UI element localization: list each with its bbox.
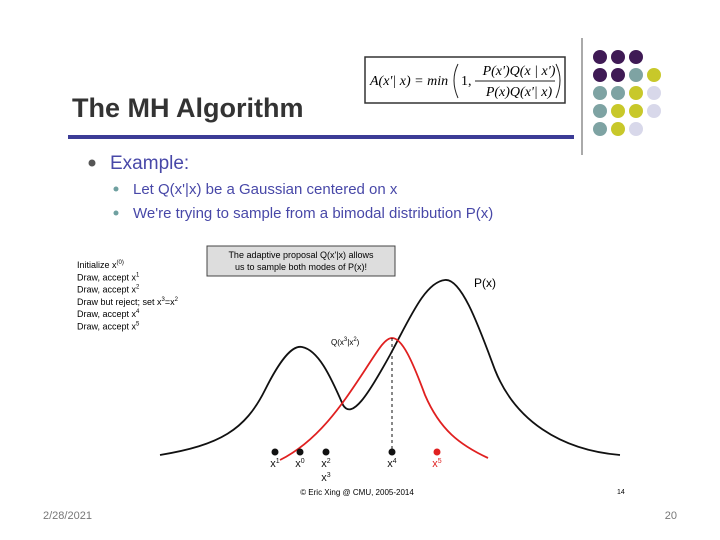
sample-label: x5 [432,458,442,470]
bullet [88,159,96,167]
step: Initialize x(0) [77,260,124,270]
sub-bullet: Let Q(x'|x) be a Gaussian centered on x [133,181,398,198]
bullet-text: Example: [110,153,189,174]
p-label: P(x) [474,276,496,290]
paren [453,63,459,99]
text-part: Initialize x [77,260,117,270]
date: 2/28/2021 [43,510,92,522]
superscript: 0 [301,458,305,465]
superscript: 1 [136,272,140,278]
text-part: x [432,458,438,470]
step: Draw, accept x5 [77,322,140,332]
text-part: Draw but reject; set x [77,297,162,307]
text-part: ) [357,338,360,347]
text-part: Draw, accept x [77,285,137,295]
superscript: 1 [276,458,280,465]
p-curve [159,279,621,456]
superscript: (0) [117,260,124,266]
formula-denominator: P(x)Q(x'| x) [485,85,553,100]
superscript: 2 [136,285,140,291]
formula-one: 1, [461,74,472,89]
step: Draw, accept x2 [77,285,140,295]
text-part: x [295,458,301,470]
text-part: x [321,472,327,484]
text-part: Draw, accept x [77,272,137,282]
superscript: 2 [175,297,179,303]
text-part: x [270,458,276,470]
superscript: 3 [344,337,348,343]
superscript: 2 [327,458,331,465]
superscript: 3 [162,297,166,303]
note: us to sample both modes of P(x)! [235,262,367,272]
text-part: =x [165,297,175,307]
text-part: Draw, accept x [77,309,137,319]
sample-label: x4 [387,458,397,470]
sub-bullet: We're trying to sample from a bimodal di… [133,205,493,222]
text-part: |x [347,338,353,347]
page-number: 20 [665,510,677,522]
text-part: x [321,458,327,470]
dot-grid [593,50,661,136]
paren [555,63,561,99]
bullet [113,210,119,216]
sample-label: x1 [270,458,280,470]
sample-label: x3 [321,472,331,484]
superscript: 5 [136,322,140,328]
formula-box [364,56,566,104]
title: The MH Algorithm [72,93,303,123]
text-part: Draw, accept x [77,322,137,332]
sample-dots [271,448,441,456]
superscript: 5 [438,458,442,465]
step: Draw, accept x1 [77,272,140,282]
formula-numerator: P(x')Q(x | x') [482,64,556,79]
text-part: Q(x [331,338,344,347]
superscript: 4 [136,309,140,315]
superscript: 2 [353,337,357,343]
credit: © Eric Xing @ CMU, 2005-2014 [300,488,414,497]
formula-lhs: A(x'| x) = min [369,74,448,89]
note: The adaptive proposal Q(x'|x) allows [228,250,374,260]
text-part: x [387,458,393,470]
step: Draw but reject; set x3=x2 [77,297,179,307]
q-curve [279,337,489,461]
slide-number: 14 [617,489,625,496]
bullet [113,186,119,192]
sample-label: x0 [295,458,305,470]
note-box [206,245,396,277]
superscript: 4 [393,458,397,465]
q-label: Q(x3|x2) [331,337,360,347]
step: Draw, accept x4 [77,309,140,319]
superscript: 3 [327,472,331,479]
sample-label: x2 [321,458,331,470]
